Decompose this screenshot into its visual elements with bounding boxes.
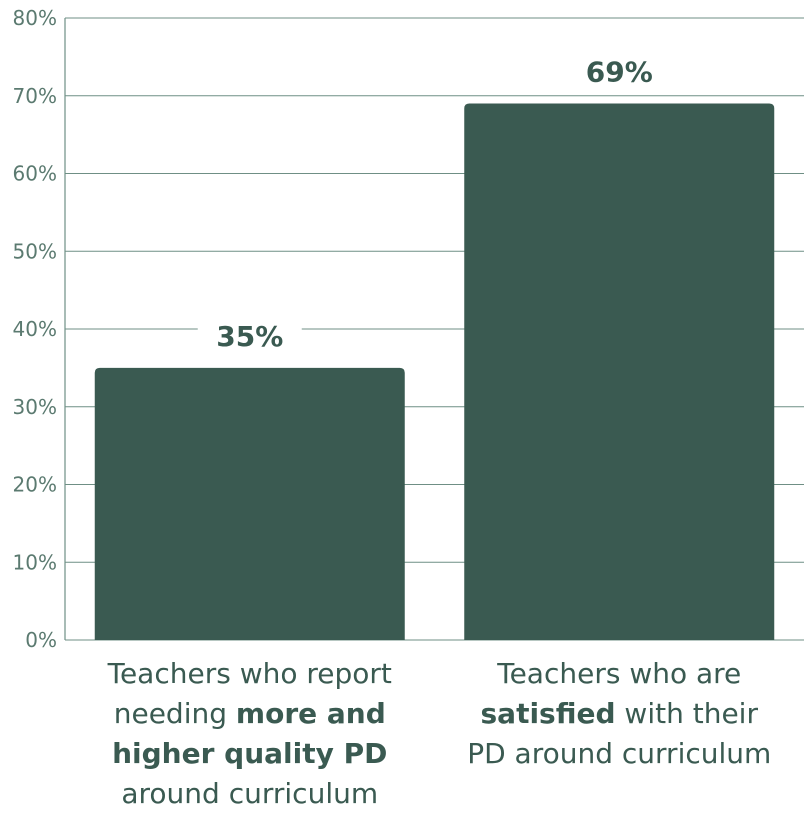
category-label-line: satisfied with their [435, 694, 804, 734]
y-tick-label: 20% [13, 473, 57, 497]
y-tick-label: 80% [13, 6, 57, 30]
category-label-text: with their [616, 697, 758, 730]
category-label-text: around curriculum [121, 777, 378, 810]
category-label-line: Teachers who are [435, 654, 804, 694]
category-label-bold-text: more and [236, 697, 386, 730]
category-label-line: higher quality PD [65, 734, 435, 774]
category-label-line: PD around curriculum [435, 734, 804, 774]
bar [464, 104, 774, 640]
bar [95, 368, 405, 640]
y-tick-label: 30% [13, 395, 57, 419]
category-label-text: PD around curriculum [467, 737, 771, 770]
category-label-text: Teachers who are [497, 657, 741, 690]
y-tick-label: 0% [25, 628, 57, 652]
category-label-text: needing [114, 697, 236, 730]
category-label-text: Teachers who report [108, 657, 392, 690]
category-label-line: Teachers who report [65, 654, 435, 694]
y-tick-label: 40% [13, 317, 57, 341]
category-label-line: around curriculum [65, 774, 435, 814]
y-axis-ticks: 0% 10% 20% 30% 40% 50% 60% 70% 80% [13, 6, 57, 652]
value-label: 35% [216, 320, 283, 353]
category-label-line: needing more and [65, 694, 435, 734]
y-tick-label: 10% [13, 550, 57, 574]
category-label-bold-text: higher quality PD [112, 737, 387, 770]
bars [95, 104, 775, 640]
y-tick-label: 60% [13, 162, 57, 186]
value-label: 69% [586, 56, 653, 89]
y-tick-label: 70% [13, 84, 57, 108]
category-label-bold-text: satisfied [481, 697, 616, 730]
y-tick-label: 50% [13, 239, 57, 263]
